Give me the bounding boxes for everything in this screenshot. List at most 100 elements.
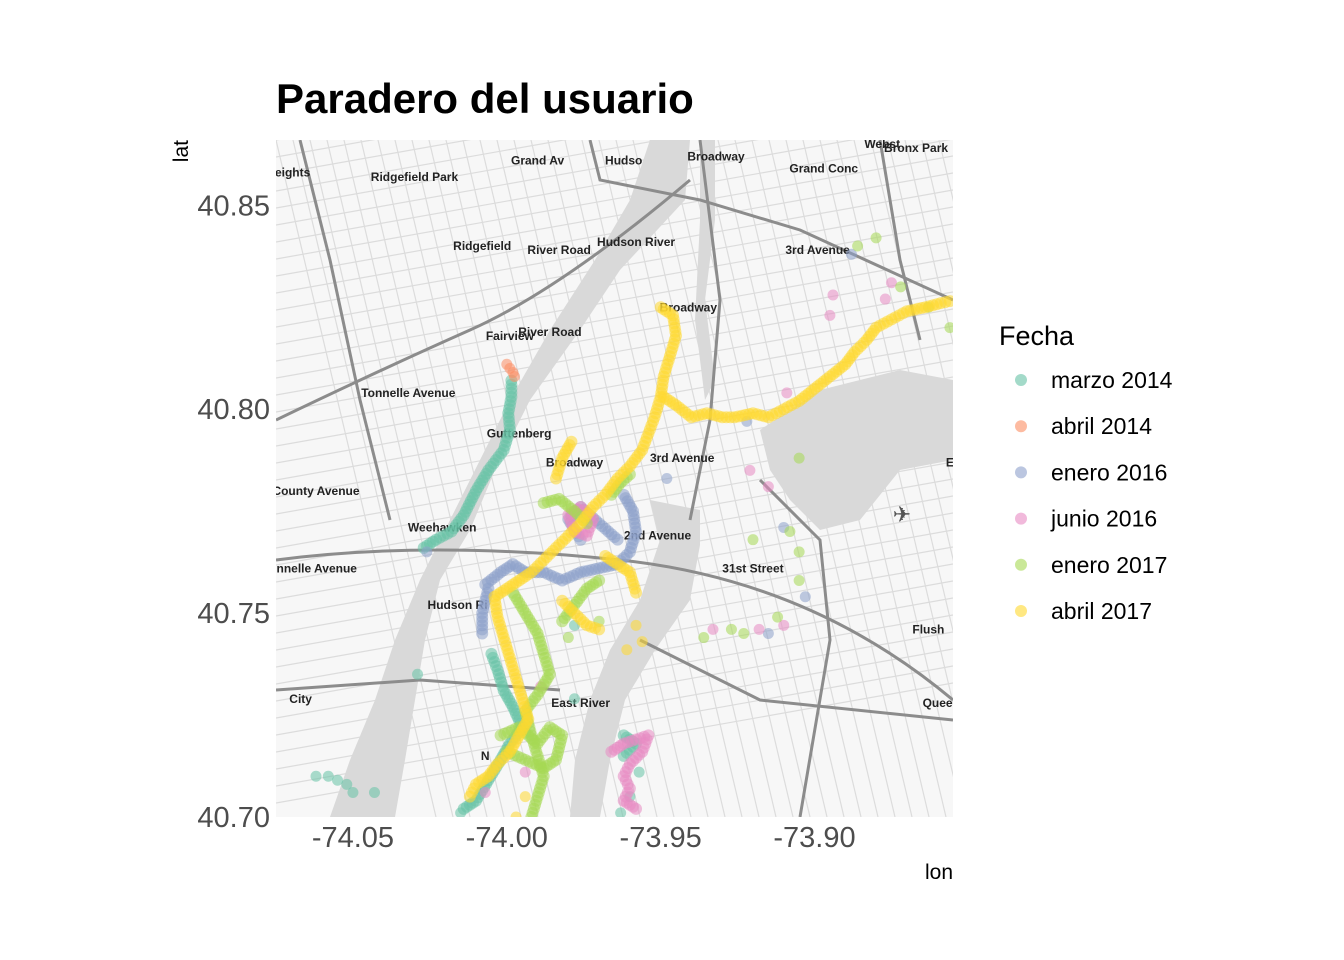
- legend-swatch: [1015, 466, 1027, 479]
- street-line: [360, 140, 522, 817]
- map-label: E: [946, 455, 954, 469]
- street-line: [904, 140, 953, 346]
- y-tick-label: 40.80: [197, 394, 270, 426]
- map-label: East River: [551, 696, 610, 710]
- harlem-river: [695, 140, 715, 400]
- data-point: [636, 636, 648, 648]
- legend-item: abril 2017: [1015, 598, 1152, 624]
- street-line: [276, 140, 759, 226]
- street-line: [276, 325, 953, 447]
- data-point: [870, 232, 882, 244]
- map-label: Hudson River: [597, 235, 675, 249]
- data-point: [738, 627, 750, 639]
- bay-area: [760, 370, 953, 530]
- data-point: [519, 766, 531, 778]
- data-point: [630, 586, 643, 599]
- street-line: [836, 140, 953, 634]
- street-line: [276, 512, 953, 634]
- data-point: [332, 774, 344, 786]
- map-label: Bronx Park: [884, 141, 948, 155]
- y-axis: 40.70 40.75 40.80 40.85: [197, 190, 270, 834]
- data-point: [661, 473, 673, 484]
- data-point: [617, 749, 630, 762]
- data-point: [957, 342, 968, 353]
- y-axis-label: lat: [170, 140, 193, 162]
- data-point: [368, 787, 380, 799]
- data-point: [525, 811, 538, 817]
- street-line: [276, 274, 953, 396]
- data-point: [944, 322, 953, 334]
- series-2-points: [501, 358, 520, 383]
- map-label: Ridgefield: [453, 239, 511, 253]
- map-label: N: [481, 749, 490, 763]
- series-6-points: [463, 295, 953, 817]
- street-line: [276, 155, 953, 277]
- map-label: Webst: [864, 137, 900, 151]
- data-point: [421, 546, 433, 558]
- map-label: Heights: [266, 166, 310, 180]
- legend-title: Fecha: [999, 321, 1075, 351]
- data-point: [784, 526, 796, 538]
- data-point: [707, 623, 719, 635]
- data-point: [611, 533, 624, 546]
- data-point: [565, 435, 578, 448]
- legend-label: enero 2016: [1051, 459, 1167, 485]
- highway: [639, 638, 953, 722]
- data-point: [568, 693, 580, 705]
- map-label: Flush: [912, 622, 944, 636]
- data-point: [762, 481, 774, 493]
- hudson-river: [330, 140, 690, 817]
- data-point: [508, 371, 520, 383]
- street-line: [887, 140, 953, 418]
- data-point: [341, 778, 353, 790]
- legend-label: enero 2017: [1051, 552, 1167, 578]
- map-label: Ridgefield Park: [371, 170, 459, 184]
- data-point: [593, 574, 606, 587]
- data-point: [479, 787, 491, 799]
- map-label: Tonnelle Avenue: [263, 561, 358, 575]
- highway: [688, 140, 722, 521]
- legend-item: abril 2014: [1015, 413, 1152, 439]
- map-labels: Heights Ridgefield Park Ridgefield Fairview…: [263, 137, 954, 763]
- chart-title: Paradero del usuario: [276, 75, 694, 122]
- street-line: [632, 140, 794, 817]
- map-label: Fairview: [486, 329, 535, 343]
- street-line: [276, 140, 664, 209]
- data-point: [698, 632, 710, 644]
- map-label: 31st Street: [722, 561, 783, 575]
- street-line: [326, 140, 488, 817]
- legend-label: junio 2016: [1050, 506, 1157, 532]
- data-point: [943, 295, 953, 308]
- data-point: [463, 790, 476, 803]
- legend-swatch: [1015, 605, 1027, 617]
- x-tick-label: -73.95: [620, 822, 702, 854]
- data-point: [762, 627, 774, 639]
- legend-item: junio 2016: [1015, 506, 1157, 532]
- y-tick-label: 40.75: [197, 598, 270, 630]
- map-label: City: [289, 692, 312, 706]
- data-point: [753, 623, 765, 635]
- legend-item: marzo 2014: [1015, 367, 1173, 393]
- data-point: [963, 208, 974, 219]
- street-line: [276, 257, 953, 379]
- street-line: [445, 140, 607, 817]
- map-label: Quee: [923, 696, 953, 710]
- street-line: [276, 140, 472, 175]
- data-point: [824, 309, 836, 321]
- map-label: Broadway: [687, 149, 745, 163]
- street-line: [513, 140, 675, 817]
- map-label: Tonnelle Avenue: [361, 386, 456, 400]
- data-point: [310, 770, 322, 782]
- map-panel: Heights Ridgefield Park Ridgefield Fairview…: [263, 137, 974, 817]
- x-axis: -74.05 -74.00 -73.95 -73.90: [312, 822, 856, 854]
- data-point: [630, 802, 643, 815]
- data-point: [793, 574, 805, 586]
- data-point: [781, 387, 793, 399]
- data-point: [827, 289, 839, 301]
- data-point: [621, 644, 633, 656]
- data-point: [799, 591, 811, 603]
- x-axis-label: lon: [925, 861, 953, 884]
- y-tick-label: 40.70: [197, 802, 270, 834]
- x-tick-label: -74.00: [466, 822, 548, 854]
- data-point: [562, 632, 574, 644]
